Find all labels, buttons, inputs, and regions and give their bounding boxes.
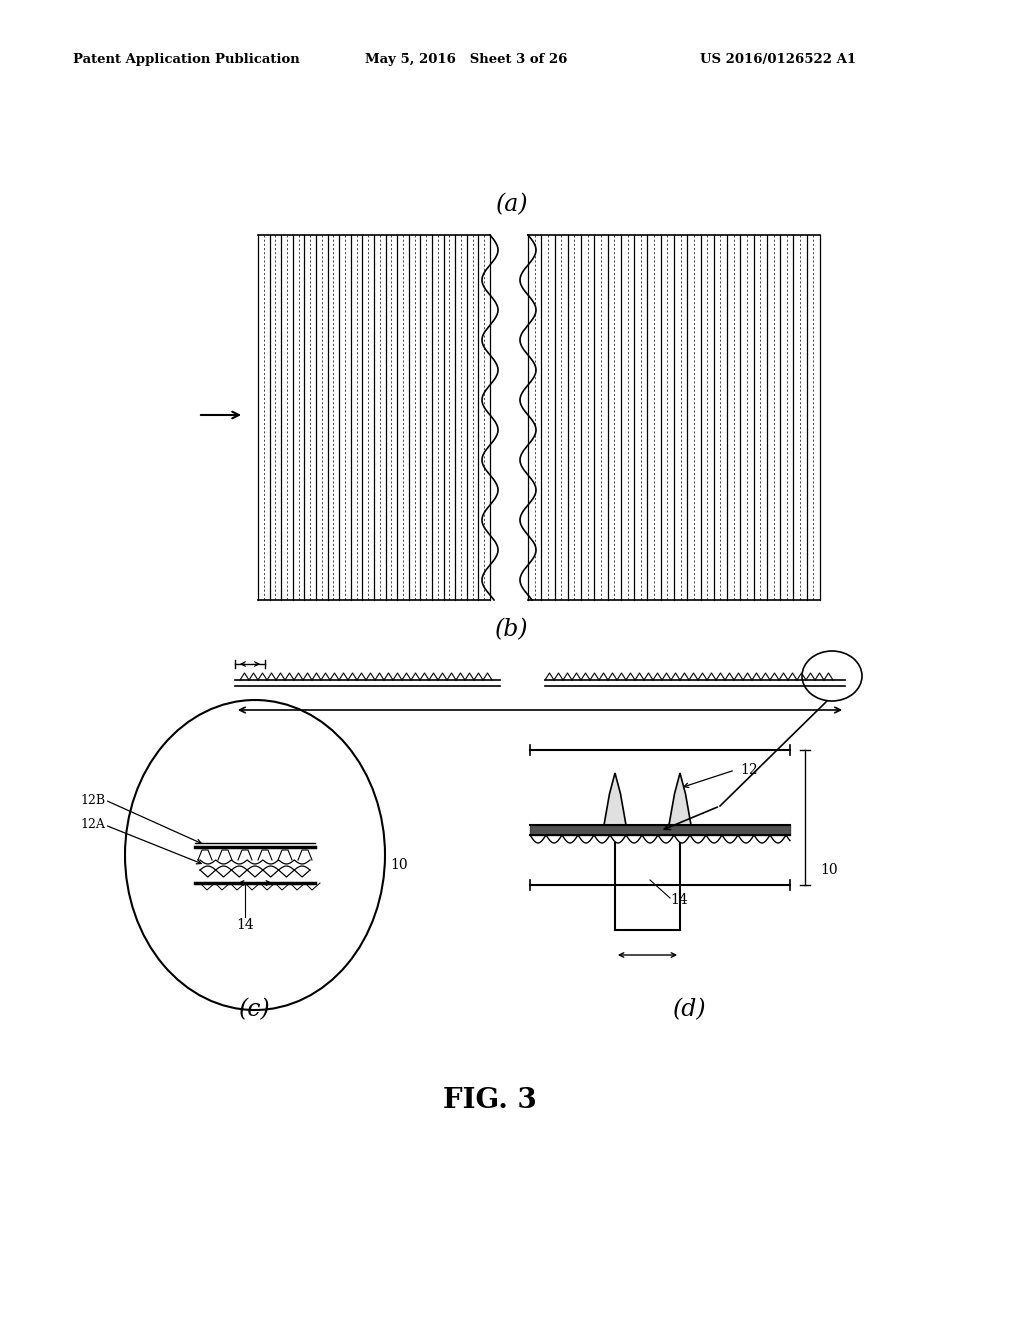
Text: 12B: 12B [80,793,105,807]
Text: 10: 10 [390,858,408,873]
Text: May 5, 2016   Sheet 3 of 26: May 5, 2016 Sheet 3 of 26 [365,54,567,66]
Polygon shape [669,774,691,825]
Polygon shape [604,774,626,825]
Text: (c): (c) [240,998,271,1022]
Text: US 2016/0126522 A1: US 2016/0126522 A1 [700,54,856,66]
Text: Patent Application Publication: Patent Application Publication [73,54,300,66]
Text: 12: 12 [740,763,758,777]
Text: 14: 14 [670,894,688,907]
Text: 14: 14 [237,917,254,932]
Text: FIG. 3: FIG. 3 [443,1086,537,1114]
Text: (d): (d) [673,998,707,1022]
Text: (a): (a) [496,194,528,216]
Text: 12A: 12A [80,818,104,832]
Text: 10: 10 [820,863,838,876]
Text: (b): (b) [496,619,528,642]
